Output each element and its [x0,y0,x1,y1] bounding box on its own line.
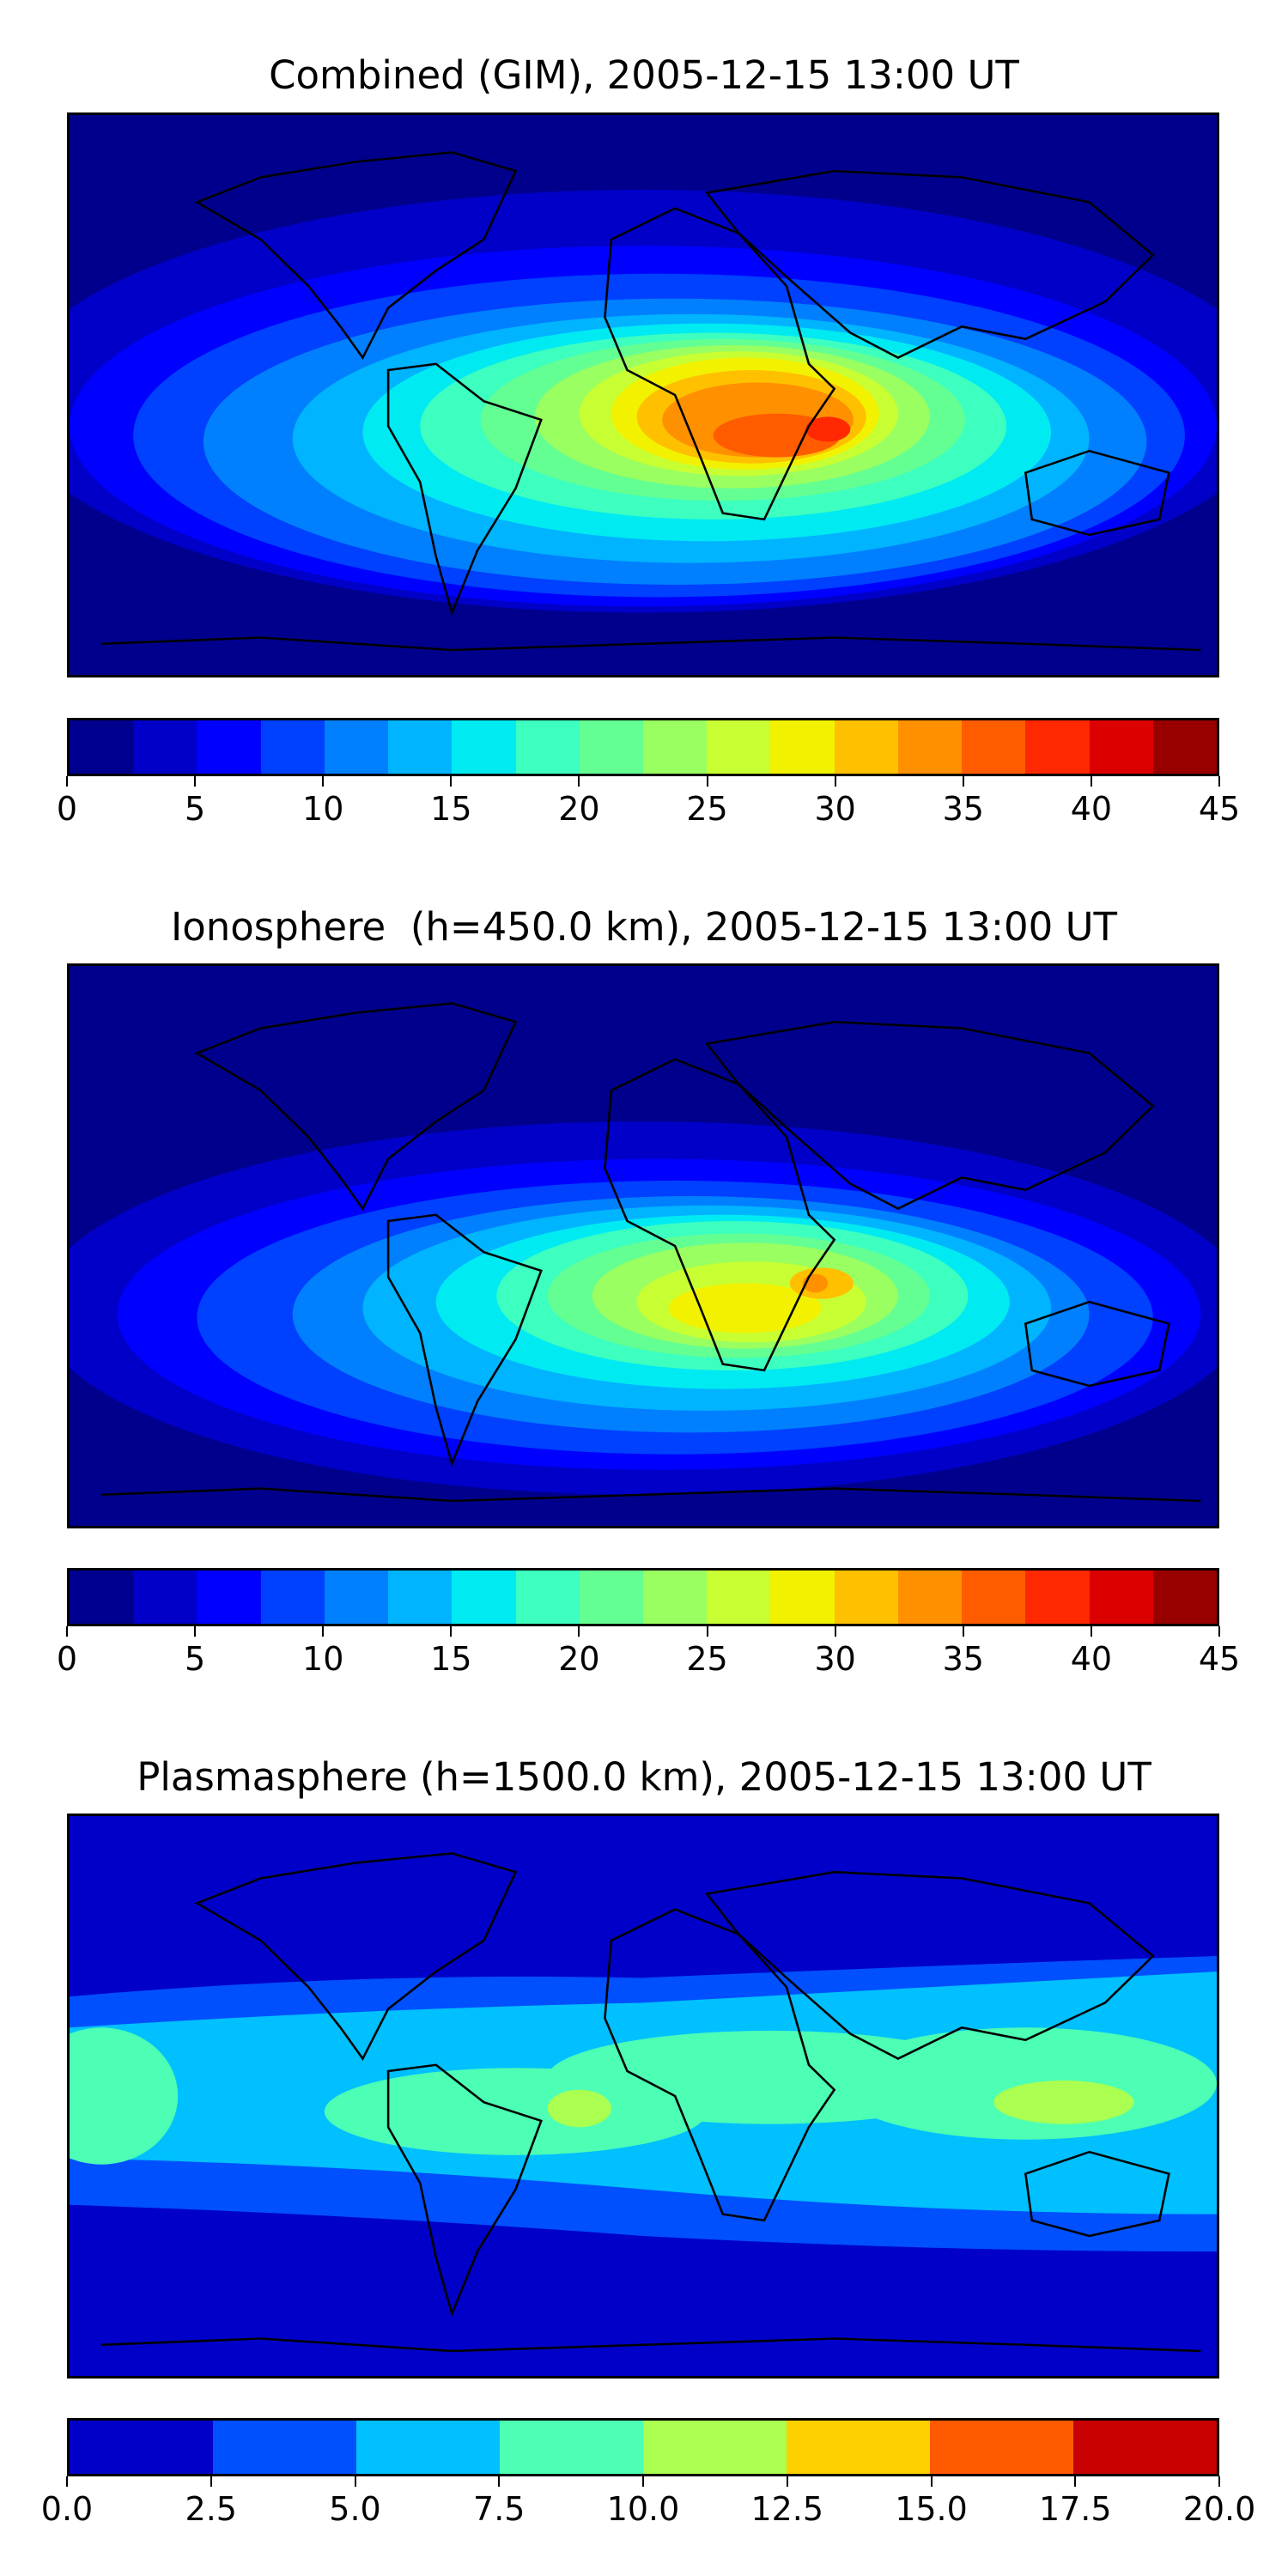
tick-label: 5.0 [329,2490,381,2528]
ionosphere-tec-map-image [70,966,1217,1526]
tick-label: 20.0 [1182,2490,1256,2528]
tick-label: 10 [302,1640,344,1678]
tick-label: 5 [185,1640,206,1678]
plasmasphere-tec-map-image [70,1816,1217,2376]
colorbar-ticks-combined: 0 5 10 15 20 25 30 35 40 45 [57,776,1240,828]
tick-label: 15.0 [895,2490,968,2528]
tick-label: 45 [1198,1640,1241,1678]
tick-label: 40 [1070,1640,1113,1678]
tick-label: 7.5 [473,2490,526,2528]
tick-label: 20 [558,1640,600,1678]
colorbar-ticks-ionosphere: 0 5 10 15 20 25 30 35 40 45 [57,1626,1240,1678]
tick-label: 0 [56,790,78,828]
combined-tec-map-image [70,115,1217,675]
tick-label: 45 [1198,790,1241,828]
tick-label: 10 [302,790,344,828]
tick-label: 15 [430,790,472,828]
tick-label: 2.5 [185,2490,237,2528]
map-combined [67,112,1219,677]
panel-title-combined: Combined (GIM), 2005-12-15 13:00 UT [269,52,1019,98]
tick-label: 25 [686,1640,728,1678]
tick-label: 25 [686,790,728,828]
panel-title-plasmasphere: Plasmasphere (h=1500.0 km), 2005-12-15 1… [137,1754,1151,1800]
tick-label: 5 [185,790,206,828]
colorbar-combined [67,718,1219,776]
tick-label: 17.5 [1038,2490,1112,2528]
tick-label: 0.0 [40,2490,94,2528]
colorbar-plasmasphere [67,2418,1219,2476]
tick-label: 0 [56,1640,78,1678]
tick-label: 10.0 [606,2490,680,2528]
tick-label: 35 [942,790,984,828]
panel-title-ionosphere: Ionosphere (h=450.0 km), 2005-12-15 13:0… [170,904,1118,950]
tick-label: 35 [942,1640,984,1678]
tick-label: 30 [814,1640,856,1678]
colorbar-ticks-plasmasphere: 0.0 2.5 5.0 7.5 10.0 12.5 15.0 17.5 20.0 [41,2476,1255,2528]
map-plasmasphere [67,1814,1219,2379]
colorbar-ionosphere [67,1568,1219,1626]
map-ionosphere [67,963,1219,1528]
tick-label: 20 [558,790,600,828]
tick-label: 12.5 [750,2490,824,2528]
tick-label: 15 [430,1640,472,1678]
tick-label: 40 [1070,790,1113,828]
tick-label: 30 [814,790,856,828]
